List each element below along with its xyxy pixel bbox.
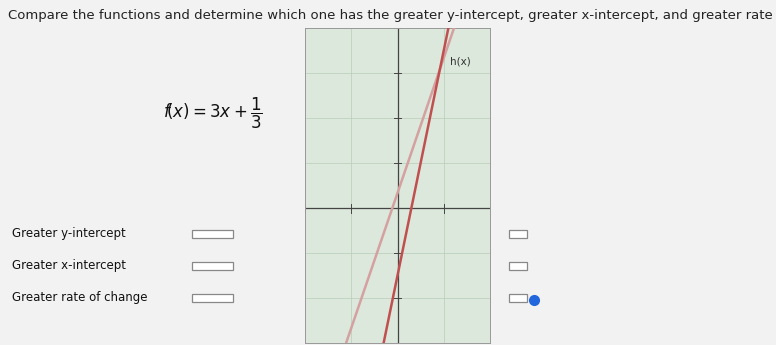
Text: Greater y-intercept: Greater y-intercept bbox=[12, 227, 126, 240]
Text: Compare the functions and determine which one has the greater y-intercept, great: Compare the functions and determine whic… bbox=[8, 9, 776, 22]
Bar bbox=[509, 295, 527, 302]
Bar bbox=[192, 263, 233, 269]
Text: h(x): h(x) bbox=[449, 56, 470, 66]
Bar bbox=[192, 295, 233, 302]
Text: $\mathit{f}\!\left(\mathit{x}\right) = 3x + \dfrac{1}{3}$: $\mathit{f}\!\left(\mathit{x}\right) = 3… bbox=[163, 96, 262, 131]
Bar bbox=[509, 263, 527, 269]
Bar bbox=[509, 230, 527, 237]
Bar bbox=[192, 230, 233, 237]
Text: Greater rate of change: Greater rate of change bbox=[12, 292, 147, 305]
Text: Greater x-intercept: Greater x-intercept bbox=[12, 259, 126, 273]
